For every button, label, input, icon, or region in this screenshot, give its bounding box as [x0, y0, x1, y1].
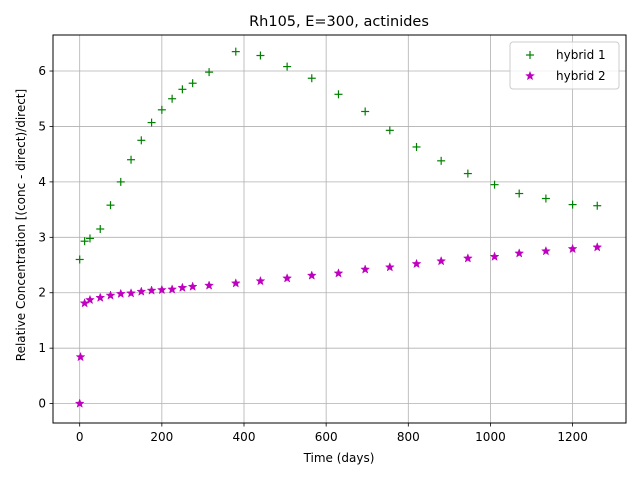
data-point [204, 280, 215, 290]
data-point [74, 398, 85, 408]
data-point [490, 180, 499, 189]
data-point [156, 284, 167, 295]
data-point [282, 273, 293, 283]
x-tick-label: 1200 [557, 430, 588, 444]
data-point [80, 237, 89, 246]
data-point [541, 194, 550, 203]
x-tick-label: 1000 [475, 430, 506, 444]
x-axis-label: Time (days) [303, 451, 375, 465]
data-point [307, 74, 316, 83]
data-point [489, 251, 500, 261]
data-point [255, 275, 266, 286]
data-point [177, 282, 188, 292]
legend-item: hybrid 2 [525, 69, 606, 83]
data-point [361, 107, 370, 116]
data-point [385, 126, 394, 135]
data-point [106, 201, 115, 210]
data-point [231, 47, 240, 56]
data-point [412, 142, 421, 151]
y-tick-label: 3 [38, 230, 46, 244]
data-point [463, 169, 472, 178]
y-tick-label: 5 [38, 119, 46, 133]
legend-label: hybrid 2 [556, 69, 606, 83]
legend-marker [525, 70, 535, 81]
data-point [540, 245, 551, 256]
data-point [283, 62, 292, 71]
data-point [147, 118, 156, 127]
legend-box [509, 41, 620, 90]
data-point [116, 177, 125, 186]
data-point [205, 68, 214, 77]
data-point [334, 90, 343, 99]
data-point [75, 351, 86, 362]
data-point [136, 286, 147, 296]
data-point [137, 136, 146, 145]
data-point [256, 51, 265, 60]
data-point [168, 94, 177, 103]
data-point [568, 200, 577, 209]
data-point [515, 189, 524, 198]
chart-title: Rh105, E=300, actinides [249, 14, 429, 30]
data-point [593, 201, 602, 210]
data-point [75, 255, 84, 264]
data-point [95, 292, 106, 302]
data-point [592, 242, 603, 252]
legend-marker [526, 51, 534, 59]
data-point [178, 85, 187, 94]
data-point [306, 270, 317, 280]
data-point [333, 268, 344, 278]
y-tick-label: 0 [38, 397, 46, 411]
x-tick-label: 800 [397, 430, 420, 444]
data-point [85, 234, 94, 243]
data-point [146, 285, 157, 295]
data-point [187, 281, 198, 291]
data-point [85, 294, 95, 305]
data-point [115, 288, 126, 299]
x-tick-label: 0 [76, 430, 84, 444]
x-tick-label: 600 [315, 430, 338, 444]
data-point [127, 155, 136, 164]
y-tick-label: 2 [38, 286, 46, 300]
data-point [514, 248, 525, 258]
legend-label: hybrid 1 [556, 48, 606, 62]
legend-item: hybrid 1 [526, 48, 606, 62]
data-point [230, 278, 241, 288]
data-point [437, 156, 446, 165]
data-point [167, 284, 178, 294]
grid [53, 35, 626, 423]
data-point [411, 258, 422, 269]
y-axis-label: Relative Concentration [(conc - direct)/… [14, 89, 28, 361]
legend: hybrid 1 hybrid 2 [509, 41, 620, 90]
data-point [105, 290, 116, 300]
axis-ticks: 0 200 400 600 800 1000 1200 0 1 2 3 4 5 6 [38, 64, 588, 444]
plot-frame [52, 34, 627, 424]
data-point [126, 288, 136, 298]
data-point [567, 243, 578, 254]
data-point [360, 264, 371, 274]
x-tick-label: 200 [150, 430, 173, 444]
data-point [96, 225, 105, 233]
y-tick-label: 1 [38, 341, 46, 355]
series-layer [74, 47, 603, 408]
data-point [157, 105, 166, 114]
x-tick-label: 400 [233, 430, 256, 444]
y-tick-label: 4 [38, 175, 46, 189]
data-point [462, 253, 473, 263]
series-1 [75, 47, 602, 264]
y-tick-label: 6 [38, 64, 46, 78]
data-point [436, 255, 447, 266]
data-point [188, 79, 197, 88]
series-2 [74, 242, 603, 408]
data-point [384, 262, 395, 272]
